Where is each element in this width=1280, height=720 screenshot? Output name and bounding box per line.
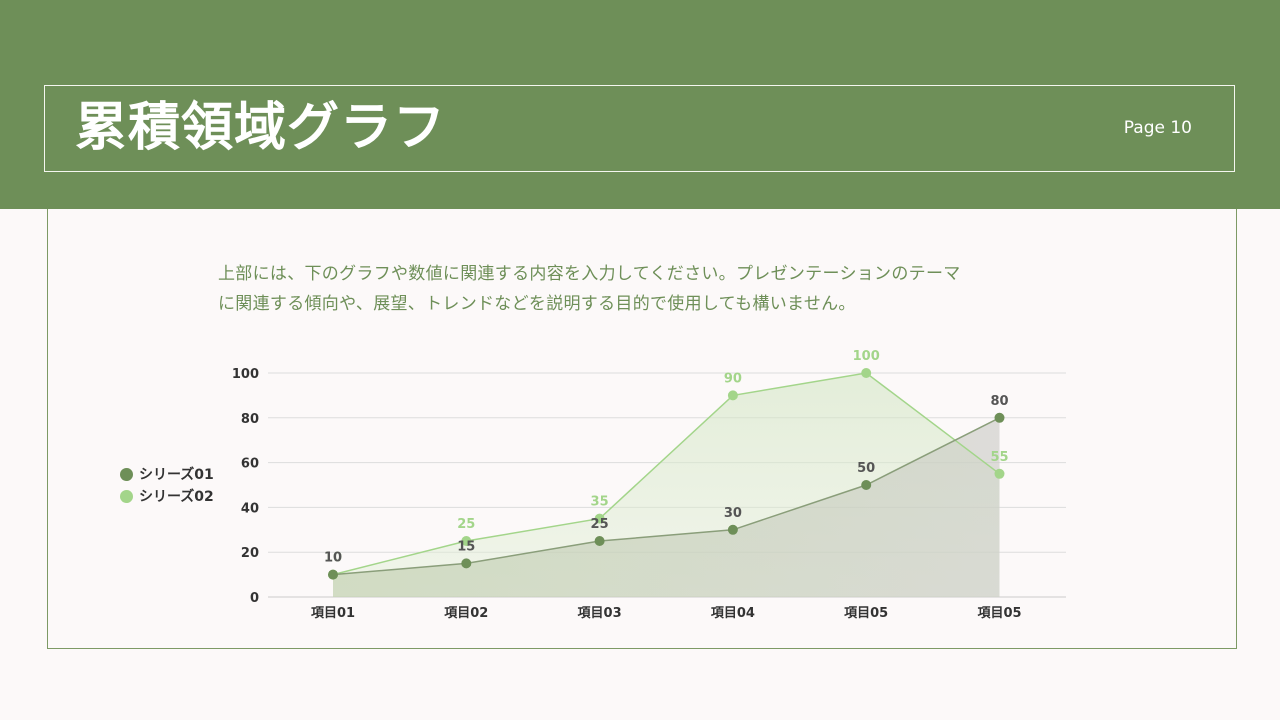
data-label-series01: 10 bbox=[324, 551, 342, 566]
y-tick-label: 100 bbox=[232, 367, 259, 382]
content-frame bbox=[47, 209, 1237, 649]
title-frame: 累積領域グラフ Page 10 bbox=[44, 85, 1235, 172]
data-label-series02: 10 bbox=[324, 551, 342, 566]
y-tick-label: 0 bbox=[250, 591, 259, 606]
area-series01 bbox=[333, 417, 1000, 597]
legend-label-series02: シリーズ02 bbox=[139, 489, 214, 505]
data-label-series01: 15 bbox=[457, 539, 475, 554]
point-series02 bbox=[994, 468, 1005, 479]
slide-title: 累積領域グラフ bbox=[75, 98, 447, 158]
description-line-2: に関連する傾向や、展望、トレンドなどを説明する目的で使用しても構いません。 bbox=[218, 294, 856, 314]
data-label-series02: 100 bbox=[853, 349, 880, 364]
y-tick-label: 40 bbox=[241, 501, 259, 516]
data-label-series01: 80 bbox=[990, 394, 1008, 409]
legend-dot-series01 bbox=[120, 467, 133, 481]
point-series01 bbox=[727, 524, 738, 535]
description-line-1: 上部には、下のグラフや数値に関連する内容を入力してください。プレゼンテーションの… bbox=[218, 264, 961, 284]
legend-dot-series02 bbox=[120, 489, 133, 503]
legend-item-series01: シリーズ01 bbox=[120, 463, 214, 485]
x-tick-label: 項目01 bbox=[311, 606, 355, 621]
y-tick-label: 80 bbox=[241, 412, 259, 427]
description: 上部には、下のグラフや数値に関連する内容を入力してください。プレゼンテーションの… bbox=[218, 259, 1078, 319]
y-tick-label: 20 bbox=[241, 546, 259, 561]
data-label-series02: 90 bbox=[724, 371, 742, 386]
point-series02 bbox=[861, 368, 872, 378]
legend-label-series01: シリーズ01 bbox=[139, 467, 214, 483]
data-label-series02: 25 bbox=[457, 517, 475, 532]
line-series02 bbox=[332, 372, 1000, 576]
point-series01 bbox=[861, 480, 872, 490]
point-series02 bbox=[594, 513, 605, 524]
x-tick-label: 項目02 bbox=[444, 606, 488, 621]
point-series01 bbox=[328, 569, 338, 580]
header-band bbox=[0, 0, 1280, 209]
x-tick-label: 項目03 bbox=[578, 606, 622, 621]
y-tick-label: 60 bbox=[241, 457, 259, 472]
point-series02 bbox=[727, 390, 738, 401]
point-series02 bbox=[461, 536, 472, 546]
x-tick-label: 項目05 bbox=[844, 606, 888, 621]
data-label-series02: 55 bbox=[990, 450, 1008, 465]
page-number: Page 10 bbox=[1123, 118, 1192, 138]
data-label-series01: 50 bbox=[857, 461, 875, 476]
legend-item-series02: シリーズ02 bbox=[120, 485, 214, 507]
x-tick-label: 項目05 bbox=[977, 606, 1021, 621]
data-label-series01: 30 bbox=[724, 506, 742, 521]
point-series01 bbox=[461, 558, 472, 569]
data-label-series01: 25 bbox=[591, 517, 609, 532]
point-series01 bbox=[994, 412, 1005, 423]
line-series01 bbox=[332, 417, 1000, 576]
legend: シリーズ01 シリーズ02 bbox=[120, 463, 214, 507]
x-tick-label: 項目04 bbox=[711, 606, 755, 621]
data-label-series02: 35 bbox=[591, 495, 609, 510]
point-series01 bbox=[594, 536, 605, 546]
